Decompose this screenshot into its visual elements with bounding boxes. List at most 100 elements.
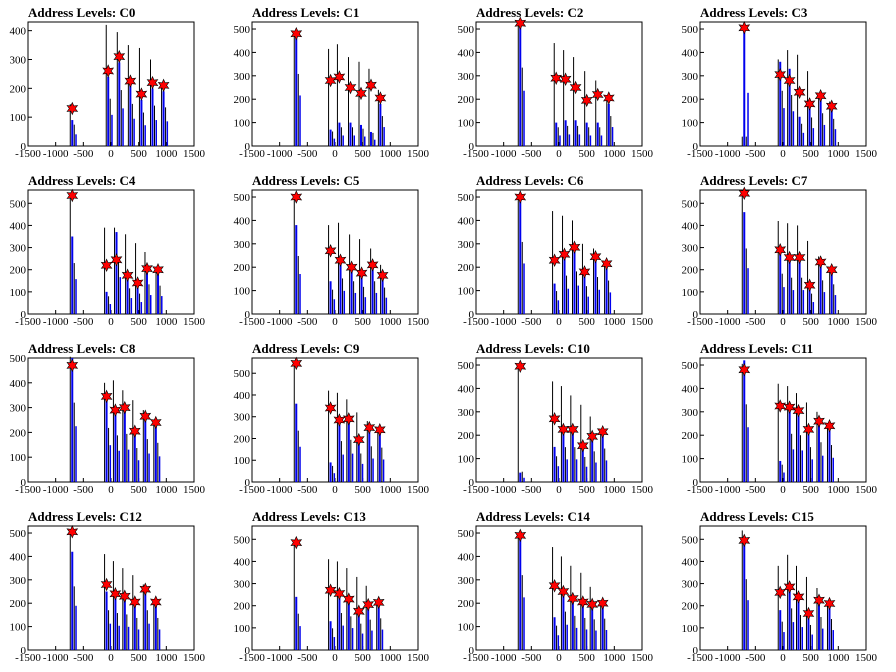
bar-blue: [519, 533, 522, 650]
bar-blue-secondary: [381, 629, 384, 650]
y-tick-label: 200: [10, 598, 27, 610]
chart-panel-c13: 0 100 200 300 400 500 -1500 -1000 -500 0 500 1000 15…: [224, 504, 448, 672]
x-tick-label: -1000: [491, 316, 517, 328]
bar-blue-secondary: [130, 298, 133, 314]
chart-panel-c3: 0 100 200 300 400 500 -1500 -1000 -500 0 500 1000 15…: [672, 0, 896, 168]
peak-marker: [146, 75, 159, 90]
x-tick-label: 500: [130, 652, 147, 664]
bar-blue: [591, 438, 594, 482]
chart-panel-c1: 0 100 200 300 400 500 -1500 -1000 -500 0 500 1000 15…: [224, 0, 448, 168]
chart-panel-c15: 0 100 200 300 400 500 -1500 -1000 -500 0 500 1000 15…: [672, 504, 896, 672]
bar-blue-secondary: [811, 634, 813, 650]
y-tick-label: 200: [682, 601, 699, 613]
y-tick-label: 0: [245, 309, 251, 321]
x-tick-label: -1500: [15, 484, 41, 496]
chart-title: Address Levels: C11: [700, 341, 814, 356]
y-tick-label: 0: [693, 477, 699, 489]
x-tick-label: 1000: [379, 652, 402, 664]
bar-blue: [360, 124, 363, 146]
bar-blue-secondary: [792, 111, 795, 146]
chart-panel-c14: 0 100 200 300 400 500 -1500 -1000 -500 0 500 1000 15…: [448, 504, 672, 672]
bar-blue: [779, 460, 782, 482]
y-tick-label: 300: [234, 579, 251, 591]
peak-marker: [352, 432, 365, 447]
bar-blue-secondary: [109, 304, 112, 314]
bar-blue: [350, 267, 353, 314]
peak-marker: [580, 93, 593, 108]
bar-blue-secondary: [578, 134, 581, 146]
bar-blue: [157, 274, 160, 314]
chart-title: Address Levels: C14: [476, 509, 590, 524]
x-tick-label: 1500: [183, 484, 206, 496]
bar-blue: [349, 122, 352, 146]
plot-frame: [699, 525, 867, 651]
peak-marker: [109, 403, 122, 417]
peak-marker: [558, 247, 571, 262]
y-tick-label: 500: [10, 353, 27, 365]
y-tick-label: 400: [10, 378, 27, 390]
peak-marker: [813, 593, 825, 607]
bar-blue: [105, 291, 108, 314]
bar-blue: [562, 431, 565, 482]
bar-blue: [129, 85, 132, 146]
y-tick-label: 500: [682, 24, 699, 36]
y-tick-label: 300: [10, 575, 27, 587]
peak-marker: [738, 362, 751, 377]
x-tick-label: -500: [73, 316, 94, 328]
plot-frame: [251, 189, 419, 315]
peak-marker: [109, 587, 122, 601]
bar-blue: [605, 266, 608, 314]
bar-blue: [338, 595, 341, 650]
x-tick-label: 500: [578, 316, 595, 328]
bar-blue-secondary: [333, 637, 336, 650]
bar-blue-secondary: [802, 290, 805, 314]
y-tick-label: 200: [458, 94, 475, 106]
peak-marker: [110, 253, 123, 267]
y-tick-label: 300: [234, 239, 251, 251]
x-tick-label: 500: [354, 148, 371, 160]
peak-marker: [66, 358, 79, 373]
x-tick-label: 1000: [603, 652, 626, 664]
x-tick-label: 500: [578, 652, 595, 664]
peak-marker: [363, 420, 376, 435]
chart-svg: 0 100 200 300 400 500 -1500 -1000 -500 0 500 1000 15…: [234, 189, 430, 328]
bar-blue-secondary: [122, 108, 124, 146]
y-tick-label: 200: [458, 430, 475, 442]
bar-blue-secondary: [557, 300, 560, 314]
peak-marker: [373, 423, 386, 437]
peak-marker: [324, 583, 337, 597]
chart-title: Address Levels: C9: [252, 341, 360, 356]
y-tick-label: 200: [234, 94, 251, 106]
bar-blue-secondary: [605, 460, 608, 482]
peak-marker: [514, 190, 527, 204]
bar-blue: [581, 448, 584, 482]
bar-blue-secondary: [589, 135, 592, 146]
peak-marker: [355, 86, 367, 101]
y-tick-label: 100: [234, 286, 251, 298]
peak-marker: [774, 243, 787, 257]
chart-title: Address Levels: C13: [252, 509, 366, 524]
bar-blue: [555, 122, 558, 146]
bar-blue-secondary: [361, 633, 364, 650]
bar-blue: [743, 27, 746, 146]
x-tick-label: 1500: [407, 484, 430, 496]
plot-frame: [475, 189, 643, 315]
x-tick-label: -500: [297, 484, 318, 496]
bar-blue: [123, 410, 126, 482]
bar-blue-secondary: [585, 466, 588, 482]
x-tick-label: 1000: [155, 652, 178, 664]
bar-blue-secondary: [587, 296, 589, 314]
peak-marker: [825, 262, 838, 277]
y-tick-label: 100: [10, 287, 27, 299]
y-tick-label: 200: [682, 94, 699, 106]
peak-marker: [376, 268, 389, 283]
bar-blue: [71, 358, 74, 482]
x-tick-label: -1500: [239, 484, 265, 496]
bar-blue-secondary: [343, 290, 346, 314]
y-tick-label: 500: [234, 192, 251, 204]
peak-marker: [139, 582, 152, 596]
y-tick-label: 300: [10, 243, 27, 255]
y-tick-label: 300: [458, 239, 475, 251]
peak-marker: [576, 438, 589, 453]
bar-blue-secondary: [118, 450, 120, 482]
